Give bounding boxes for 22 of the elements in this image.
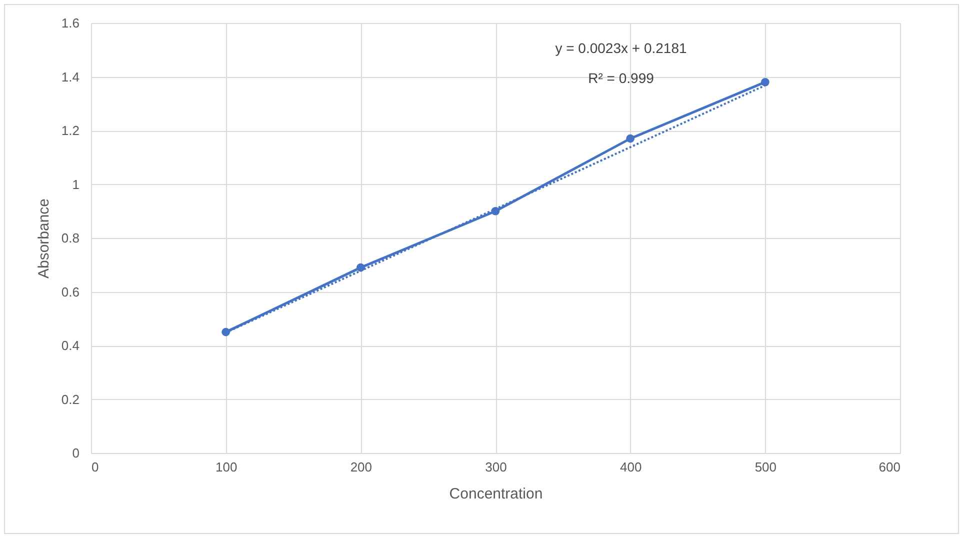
y-tick-label: 1.6 xyxy=(61,16,80,30)
y-tick-label: 0.6 xyxy=(61,284,80,300)
x-tick-label: 600 xyxy=(878,460,900,474)
annotation: R² = 0.999 xyxy=(588,70,654,86)
y-tick-label: 0 xyxy=(72,446,80,460)
y-tick-label: 1 xyxy=(72,176,80,192)
x-tick-label: 500 xyxy=(754,460,777,474)
y-tick-label: 0.4 xyxy=(61,338,80,353)
y-tick-label: 0.2 xyxy=(61,392,80,407)
annotation: y = 0.0023x + 0.2181 xyxy=(555,40,687,56)
y-tick-label: 0.8 xyxy=(61,230,80,246)
point xyxy=(760,78,770,86)
x-tick-label: 100 xyxy=(215,460,238,474)
x-tick-label: 300 xyxy=(485,460,507,474)
y-axis-title: Absorbance xyxy=(35,198,52,279)
y-tick-label: 1.4 xyxy=(61,69,80,84)
x-tick-label: 200 xyxy=(350,460,372,474)
x-tick-label: 0 xyxy=(92,460,99,474)
x-tick-label: 400 xyxy=(620,460,642,474)
y-tick-label: 1.2 xyxy=(61,123,80,138)
point xyxy=(626,134,635,143)
x-axis-title: Concentration xyxy=(449,486,543,502)
